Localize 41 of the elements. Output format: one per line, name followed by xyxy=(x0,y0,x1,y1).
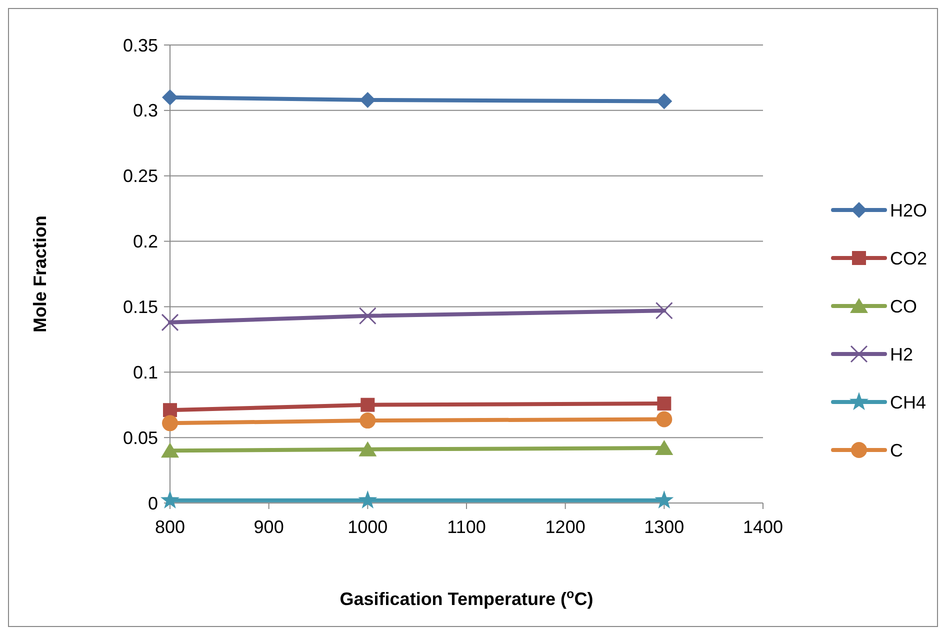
point xyxy=(657,396,672,411)
x-tick-label: 1000 xyxy=(348,517,388,537)
y-tick-label: 0.2 xyxy=(132,232,158,252)
legend-label: CO2 xyxy=(890,248,928,268)
point xyxy=(161,442,179,458)
point xyxy=(360,412,376,429)
point xyxy=(656,411,672,428)
y-axis-title: Mole Fraction xyxy=(30,215,50,333)
x-tick-label: 1100 xyxy=(447,517,486,537)
point xyxy=(358,490,378,508)
point xyxy=(654,490,674,508)
x-tick-label: 900 xyxy=(254,517,284,537)
legend-label: H2 xyxy=(890,344,914,364)
y-tick-label: 0.35 xyxy=(122,35,158,56)
point xyxy=(161,314,179,332)
y-tick-label: 0.3 xyxy=(132,100,158,121)
point xyxy=(360,398,375,412)
point xyxy=(655,440,674,456)
point xyxy=(162,415,178,432)
point xyxy=(358,441,377,456)
x-tick-label: 1200 xyxy=(545,517,586,537)
point xyxy=(656,93,672,110)
y-tick-label: 0.25 xyxy=(122,166,158,186)
x-axis-title: Gasification Temperature ($^{o}$C) xyxy=(340,587,594,609)
legend-label: C xyxy=(890,440,903,460)
x-tick-label: 800 xyxy=(154,517,186,537)
x-tick-label: 1400 xyxy=(742,517,784,537)
legend-label: H2O xyxy=(890,200,928,220)
y-tick-label: 0.15 xyxy=(122,297,158,318)
x-tick-label: 1300 xyxy=(644,517,684,537)
point xyxy=(655,302,673,320)
y-tick-label: 0.1 xyxy=(132,362,158,382)
legend-label: CH4 xyxy=(890,392,926,412)
point xyxy=(360,92,376,108)
y-tick-label: 0 xyxy=(148,493,158,514)
point xyxy=(163,403,177,418)
legend-label: CO xyxy=(890,296,917,316)
point xyxy=(160,490,180,508)
point xyxy=(358,307,376,325)
point xyxy=(162,89,178,106)
y-tick-label: 0.05 xyxy=(122,428,158,448)
